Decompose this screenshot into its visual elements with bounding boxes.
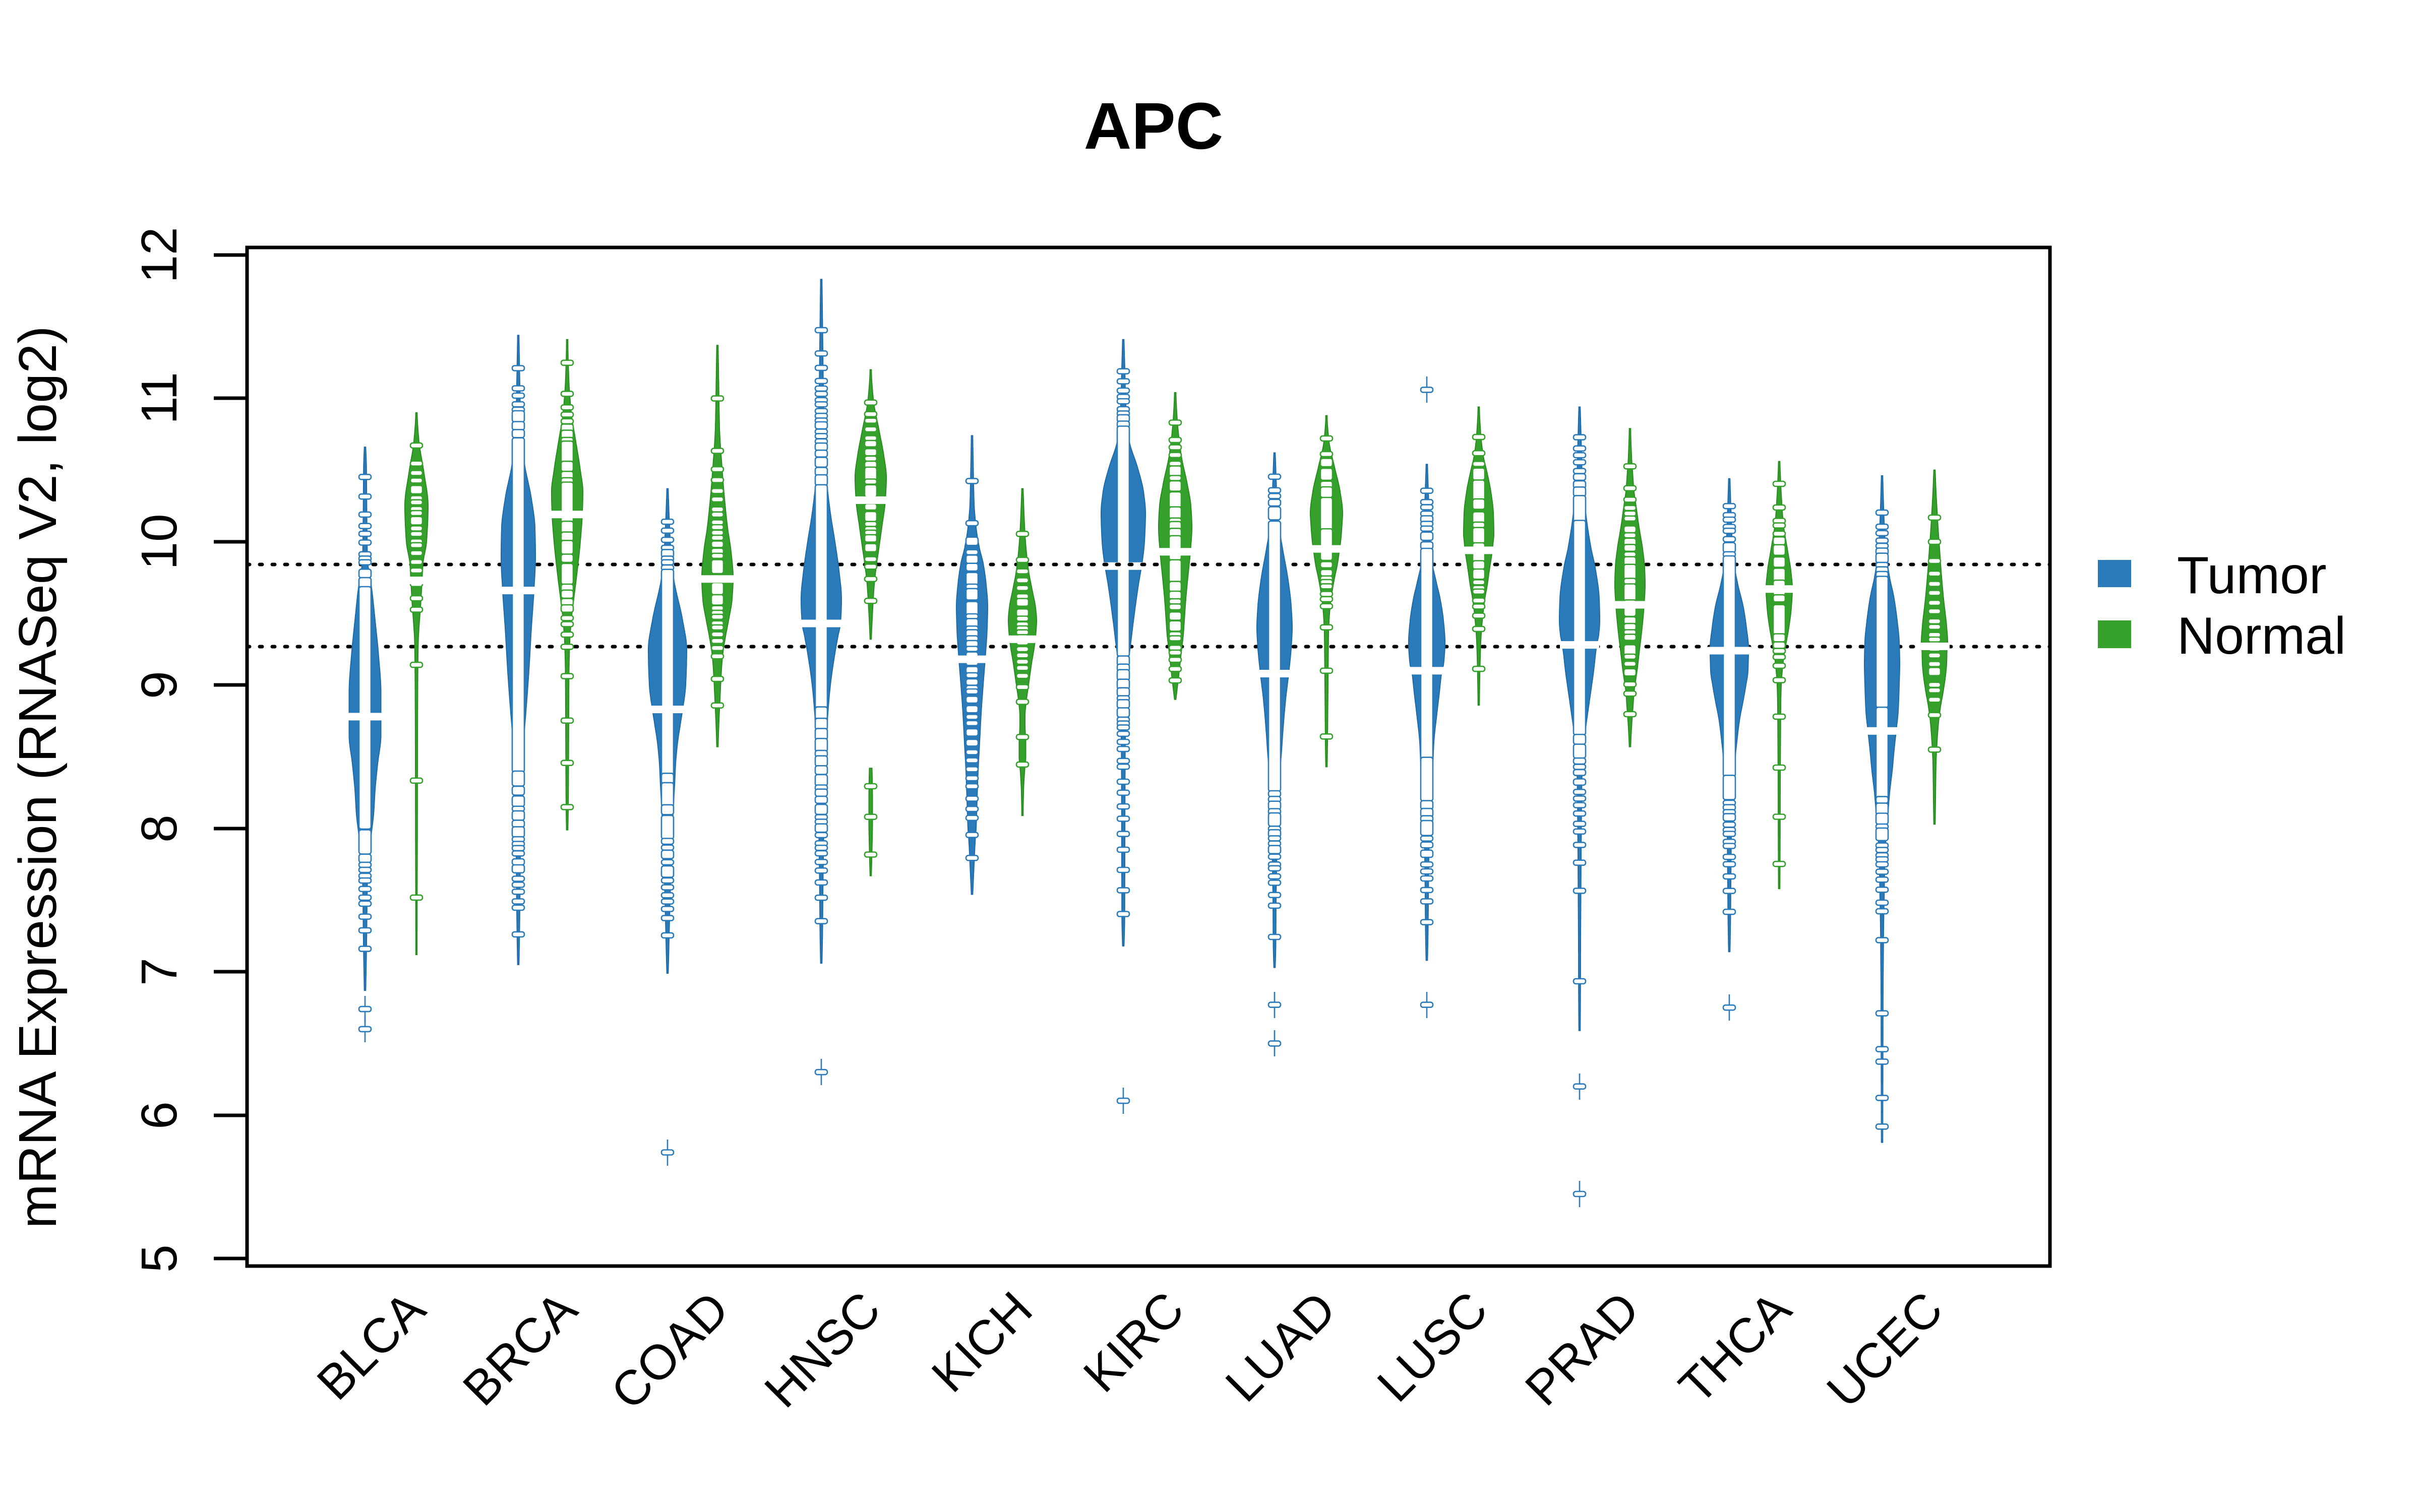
svg-text:10: 10 [131, 514, 188, 570]
svg-text:mRNA Expression (RNASeq V2, lo: mRNA Expression (RNASeq V2, log2) [8, 326, 68, 1229]
svg-text:5: 5 [131, 1244, 188, 1273]
svg-text:12: 12 [131, 227, 188, 283]
svg-text:Normal: Normal [2177, 607, 2346, 665]
svg-text:6: 6 [131, 1101, 188, 1129]
svg-text:8: 8 [131, 814, 188, 843]
svg-text:Tumor: Tumor [2177, 546, 2327, 605]
svg-text:APC: APC [1084, 89, 1224, 163]
svg-text:9: 9 [131, 671, 188, 699]
svg-text:11: 11 [131, 372, 188, 424]
svg-text:7: 7 [131, 958, 188, 986]
